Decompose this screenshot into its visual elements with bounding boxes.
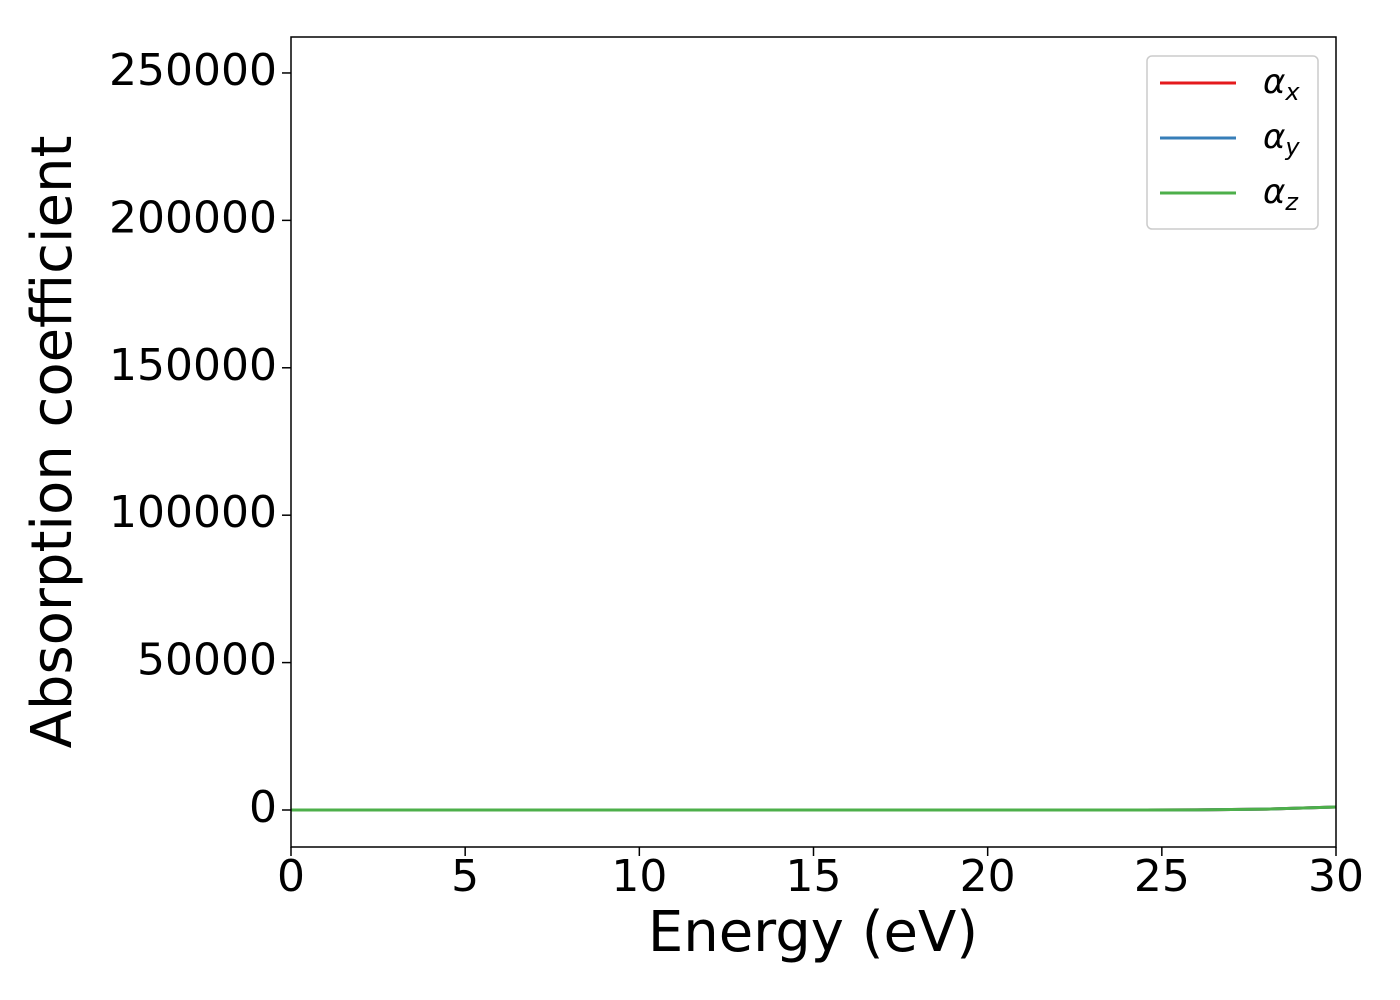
series-line	[291, 805, 1337, 812]
y-tick-label: 150000	[109, 340, 277, 391]
x-tick-label: 25	[1134, 851, 1190, 902]
y-tick-label: 100000	[109, 487, 277, 538]
legend-label: αy	[1263, 117, 1300, 162]
x-tick-label: 30	[1308, 851, 1364, 902]
legend-box	[1146, 55, 1319, 230]
legend-label: αz	[1263, 172, 1299, 217]
y-tick-label: 0	[249, 782, 277, 833]
y-tick-label: 250000	[109, 45, 277, 96]
x-tick-label: 5	[451, 851, 479, 902]
x-tick-label: 10	[611, 851, 667, 902]
legend-label: αx	[1263, 62, 1300, 107]
x-tick-label: 0	[277, 851, 305, 902]
x-tick-label: 20	[960, 851, 1016, 902]
plot-frame	[290, 36, 1337, 848]
x-tick-label: 15	[786, 851, 842, 902]
x-axis-label: Energy (eV)	[648, 900, 978, 965]
y-tick-label: 50000	[137, 635, 277, 686]
y-axis-label: Absorption coefficient	[20, 136, 85, 749]
y-tick-label: 200000	[109, 192, 277, 243]
